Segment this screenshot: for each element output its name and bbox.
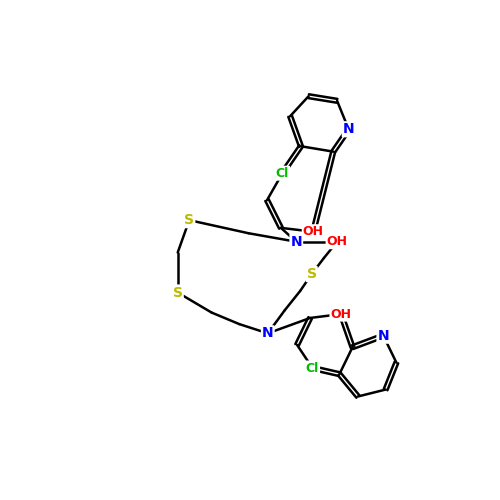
- Text: S: S: [184, 213, 194, 227]
- Text: OH: OH: [326, 235, 347, 248]
- Text: S: S: [172, 286, 182, 300]
- Text: N: N: [343, 122, 354, 136]
- Text: N: N: [378, 328, 389, 342]
- Text: Cl: Cl: [276, 166, 289, 179]
- Text: OH: OH: [330, 308, 351, 320]
- Text: OH: OH: [302, 225, 324, 238]
- Text: N: N: [262, 326, 274, 340]
- Text: Cl: Cl: [306, 362, 319, 374]
- Text: S: S: [306, 267, 316, 281]
- Text: N: N: [290, 234, 302, 248]
